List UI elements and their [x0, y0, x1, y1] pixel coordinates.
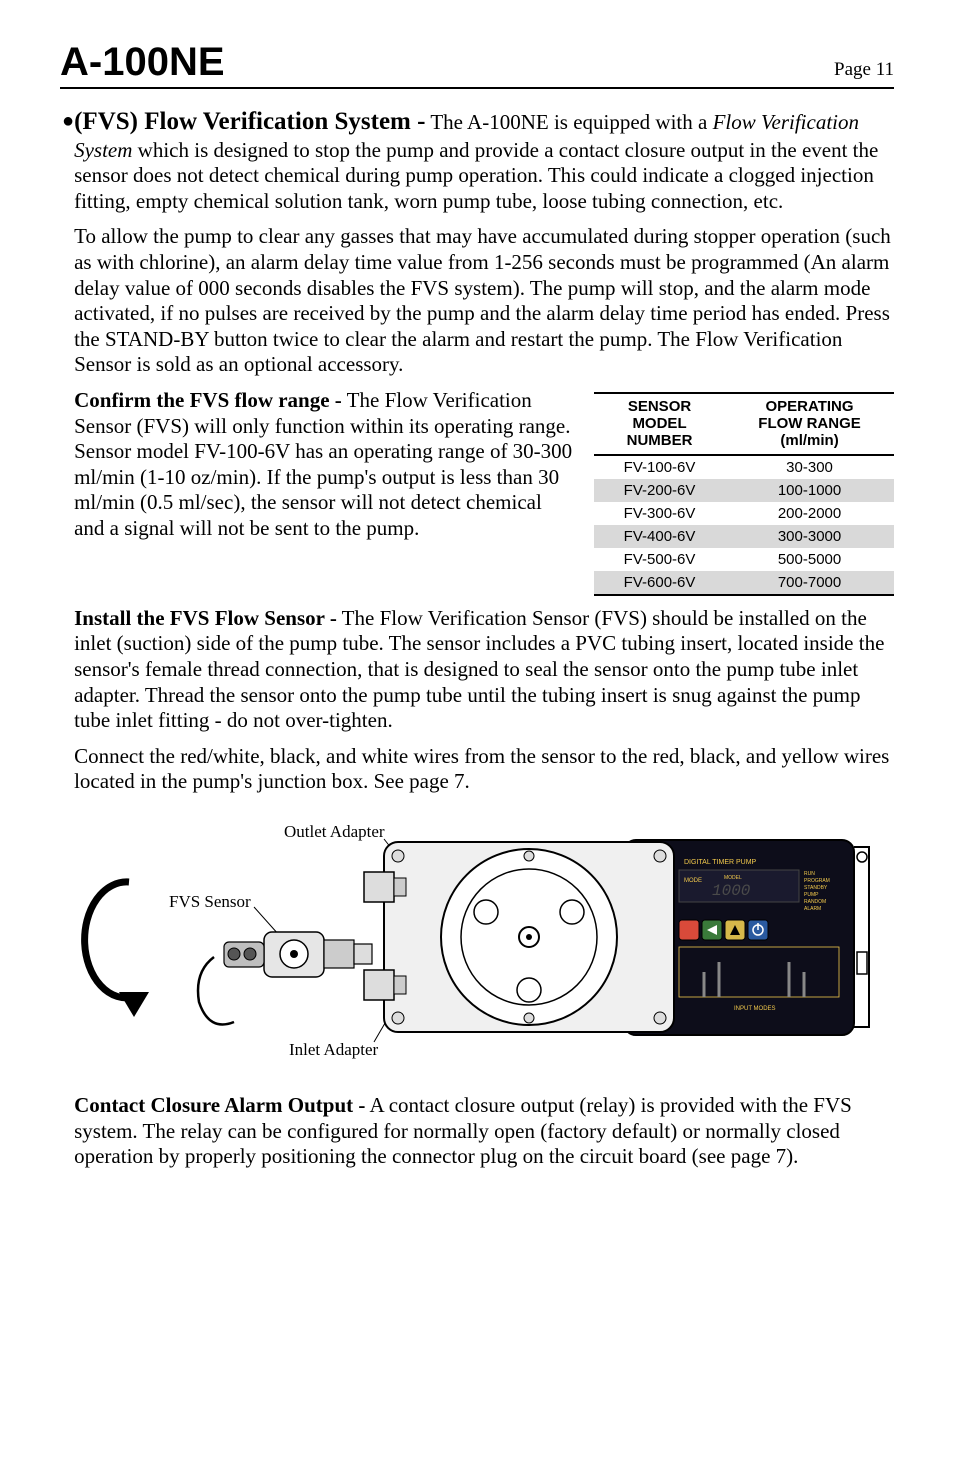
table-row: FV-400-6V300-3000	[594, 525, 894, 548]
intro-text-3: which is designed to stop the pump and p…	[74, 138, 878, 213]
page-header: A-100NE Page 11	[60, 40, 894, 89]
intro-paragraph: (FVS) Flow Verification System - The A-1…	[74, 107, 894, 214]
install-paragraph-1: Install the FVS Flow Sensor - The Flow V…	[74, 606, 894, 734]
confirm-heading: Confirm the FVS flow range -	[74, 388, 342, 412]
product-title: A-100NE	[60, 40, 225, 85]
table-row: FV-500-6V500-5000	[594, 548, 894, 571]
contact-heading: Contact Closure Alarm Output -	[74, 1093, 365, 1117]
fvs-sensor-label: FVS Sensor	[169, 892, 251, 911]
table-row: FV-300-6V200-2000	[594, 502, 894, 525]
install-paragraph-2: Connect the red/white, black, and white …	[74, 744, 894, 795]
sensor-table: SENSOR MODEL NUMBER OPERATING FLOW RANGE…	[594, 392, 894, 596]
svg-text:RANDOM: RANDOM	[804, 899, 826, 905]
outlet-adapter-label: Outlet Adapter	[284, 822, 385, 841]
table-row: FV-200-6V100-1000	[594, 479, 894, 502]
svg-text:MODEL: MODEL	[724, 875, 742, 881]
intro-text-1: The A-100NE is equipped with a	[430, 110, 712, 134]
bullet-icon: ●	[60, 107, 74, 1180]
svg-text:INPUT MODES: INPUT MODES	[734, 1006, 776, 1012]
svg-text:PROGRAM: PROGRAM	[804, 878, 830, 884]
table-header-range: OPERATING FLOW RANGE (ml/min)	[725, 393, 894, 455]
svg-text:1000: 1000	[712, 882, 751, 900]
svg-text:PUMP: PUMP	[804, 892, 819, 898]
svg-text:RUN: RUN	[804, 871, 815, 877]
pump-diagram: FVS Sensor	[74, 807, 894, 1077]
svg-text:STANDBY: STANDBY	[804, 885, 828, 891]
table-header-model: SENSOR MODEL NUMBER	[594, 393, 725, 455]
inlet-adapter-label: Inlet Adapter	[289, 1040, 379, 1059]
table-row: FV-100-6V30-300	[594, 455, 894, 479]
confirm-paragraph: Confirm the FVS flow range - The Flow Ve…	[74, 388, 574, 596]
paragraph-2: To allow the pump to clear any gasses th…	[74, 224, 894, 378]
table-row: FV-600-6V700-7000	[594, 571, 894, 595]
install-heading: Install the FVS Flow Sensor -	[74, 606, 337, 630]
svg-text:MODE: MODE	[684, 878, 702, 884]
svg-text:DIGITAL TIMER PUMP: DIGITAL TIMER PUMP	[684, 859, 757, 866]
page-number: Page 11	[834, 59, 894, 81]
section-title: (FVS) Flow Verification System -	[74, 108, 425, 135]
contact-paragraph: Contact Closure Alarm Output - A contact…	[74, 1093, 894, 1170]
svg-text:ALARM: ALARM	[804, 906, 821, 912]
